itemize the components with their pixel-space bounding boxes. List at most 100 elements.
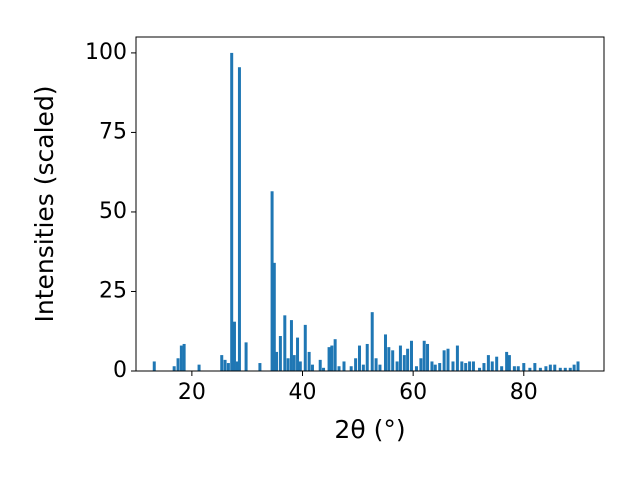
bar: [468, 361, 472, 371]
bar: [349, 366, 353, 371]
bar: [387, 347, 391, 371]
bar: [357, 345, 361, 371]
y-tick-label: 25: [99, 278, 127, 303]
bar: [333, 339, 337, 371]
bar: [327, 347, 331, 371]
bar: [310, 364, 314, 371]
bar: [286, 358, 290, 371]
bar: [548, 364, 552, 371]
bar: [342, 361, 346, 371]
bar: [303, 324, 307, 371]
bar: [486, 355, 490, 371]
bar: [522, 363, 526, 371]
bar: [505, 351, 509, 371]
bar: [226, 363, 230, 371]
bar: [197, 364, 201, 371]
bar: [258, 363, 262, 371]
x-tick-label: 20: [178, 380, 206, 405]
bar: [374, 358, 378, 371]
y-tick-label: 100: [85, 40, 127, 65]
bar: [433, 364, 437, 371]
bar: [395, 361, 399, 371]
bar: [516, 366, 520, 371]
bar: [318, 359, 322, 371]
bar: [176, 358, 180, 371]
bar: [455, 345, 459, 371]
bar: [235, 361, 239, 371]
bar: [244, 342, 248, 371]
bar: [426, 343, 430, 371]
bar: [270, 191, 274, 371]
bar: [553, 364, 557, 371]
bar: [179, 345, 183, 371]
bar: [223, 359, 227, 371]
bar: [378, 364, 382, 371]
bar: [446, 348, 450, 371]
bar: [442, 350, 446, 371]
bar: [330, 345, 334, 371]
x-axis-label: 2θ (°): [334, 415, 405, 444]
bar: [544, 366, 548, 371]
bar: [414, 366, 418, 371]
bar: [568, 367, 572, 371]
bar: [370, 312, 374, 371]
bar: [438, 363, 442, 371]
bar: [451, 361, 455, 371]
bar: [430, 361, 434, 371]
bar: [460, 361, 464, 371]
bar: [512, 366, 516, 371]
bar: [533, 363, 537, 371]
bar: [272, 262, 276, 371]
bar: [237, 67, 241, 371]
bar: [572, 364, 576, 371]
bar: [322, 367, 326, 371]
bar: [182, 343, 186, 371]
bar: [220, 355, 224, 371]
y-tick-label: 50: [99, 199, 127, 224]
bar: [558, 367, 562, 371]
bar: [495, 356, 499, 371]
y-tick-label: 0: [113, 358, 127, 383]
bar: [383, 334, 387, 371]
bar: [337, 366, 341, 371]
bar: [298, 361, 302, 371]
bar: [478, 367, 482, 371]
y-axis-label: Intensities (scaled): [30, 85, 59, 322]
bar: [361, 364, 365, 371]
x-tick-label: 40: [289, 380, 317, 405]
bar: [490, 361, 494, 371]
bar: [172, 366, 176, 371]
bar: [296, 337, 300, 371]
bar: [398, 345, 402, 371]
x-tick-label: 80: [510, 380, 538, 405]
bar: [402, 355, 406, 371]
plot-frame: [135, 36, 605, 372]
bar: [365, 343, 369, 371]
bar: [482, 363, 486, 371]
bar: [576, 361, 580, 371]
bar: [528, 367, 532, 371]
bar: [152, 361, 156, 371]
bar: [289, 320, 293, 371]
bar: [563, 367, 567, 371]
bar: [500, 366, 504, 371]
bar: [507, 355, 511, 371]
bar: [419, 358, 423, 371]
bar: [275, 351, 279, 371]
x-tick-label: 60: [399, 380, 427, 405]
bar: [406, 348, 410, 371]
bar: [307, 351, 311, 371]
bar: [422, 340, 426, 371]
bar: [464, 363, 468, 371]
bar: [278, 336, 282, 371]
bar: [292, 355, 296, 371]
bar: [232, 321, 236, 371]
bar: [391, 350, 395, 371]
bar: [471, 361, 475, 371]
bar: [230, 52, 234, 372]
bar: [354, 358, 358, 371]
bar: [409, 340, 413, 371]
bar: [538, 367, 542, 371]
bar: [283, 315, 287, 371]
